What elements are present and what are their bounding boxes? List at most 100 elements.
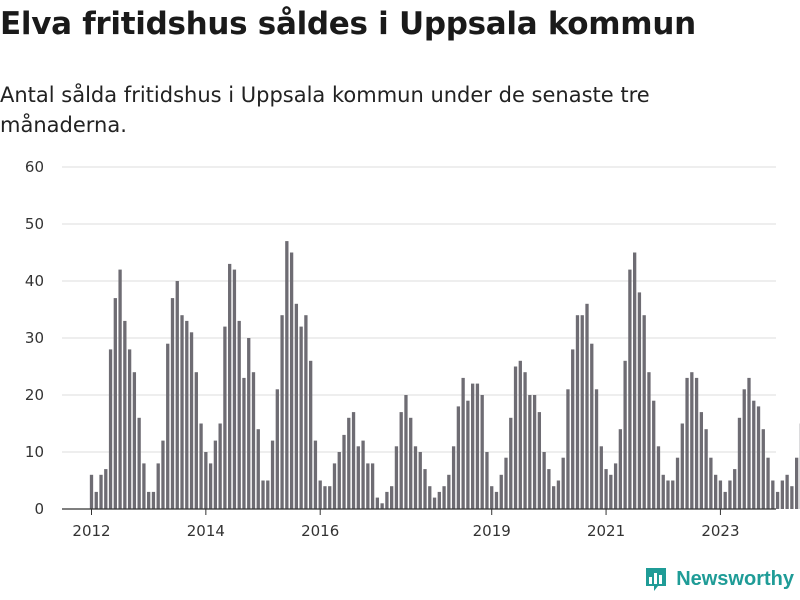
bar-2018-11 [480,395,484,509]
bar-2023-06 [742,389,746,509]
bar-2019-06 [513,366,518,509]
bar-2013-12 [199,423,203,509]
x-tick-label-2021: 2021 [587,522,625,540]
bar-2012-08 [123,320,127,509]
bar-2013-06 [170,298,175,509]
bar-2014-02 [208,463,213,509]
x-axis-ticks: 2012201420162019202120232025 [72,509,740,540]
bar-2017-05 [394,446,399,509]
bar-2012-11 [137,417,141,509]
bar-2020-02 [552,486,556,509]
bar-2018-06 [456,406,461,509]
bar-2015-10 [304,315,308,509]
bar-2018-01 [432,497,437,509]
bar-2019-08 [523,372,527,509]
bar-2018-08 [466,400,470,509]
bar-2022-05 [680,423,684,509]
bar-2018-12 [485,452,489,509]
bar-2022-08 [694,377,699,509]
bar-2016-05 [337,452,341,509]
bar-2021-03 [613,463,618,509]
bar-2023-10 [761,429,765,509]
bar-2017-12 [428,486,432,509]
bar-2023-02 [723,491,727,509]
bar-2015-02 [266,480,270,509]
bar-2022-04 [675,457,680,509]
bar-2024-02 [780,480,784,509]
bar-2024-04 [790,486,794,509]
bar-2016-04 [332,463,337,509]
x-tick-label-2023: 2023 [701,522,739,540]
bar-2018-07 [461,377,465,509]
bar-2013-07 [175,281,179,509]
bar-chart: 0 10 20 30 40 50 60 2012 2014 2016 2019 2021 2023 20… [25,158,800,540]
bar-2017-03 [385,491,389,509]
bar-2015-12 [313,440,318,509]
bar-2012-04 [104,469,108,509]
y-tick-label-10: 10 [25,443,44,461]
bar-2016-11 [366,463,370,509]
x-tick-label-2012: 2012 [72,522,110,540]
bar-2017-06 [399,412,403,509]
bar-2020-05 [566,389,570,509]
bar-2019-04 [504,457,508,509]
bar-2024-03 [785,474,789,509]
bar-2013-10 [189,332,194,509]
bar-2016-09 [356,446,360,509]
bar-2018-04 [447,474,451,509]
bar-2021-04 [618,429,623,509]
bar-2023-09 [756,406,761,509]
bar-2021-06 [628,269,632,509]
bar-2014-01 [204,452,208,509]
y-tick-label-60: 60 [25,158,44,176]
bars [89,241,800,509]
bar-2015-06 [285,241,289,509]
bar-2022-07 [690,372,694,509]
chart-title: Elva fritidshus såldes i Uppsala kommun [0,6,696,42]
bar-2012-10 [132,372,137,509]
bar-2021-10 [647,372,651,509]
bar-2012-05 [108,349,113,509]
bar-2013-09 [185,320,189,509]
bar-2019-02 [494,491,499,509]
bar-2012-09 [127,349,132,509]
bar-2021-01 [604,469,608,509]
bar-2023-12 [771,480,775,509]
bar-2015-07 [289,252,294,509]
bar-2023-07 [747,377,751,509]
bar-2022-02 [666,480,670,509]
bar-2013-11 [194,372,198,509]
bar-2013-01 [147,491,151,509]
bar-2012-03 [99,474,103,509]
bar-2022-03 [671,480,675,509]
bar-2019-01 [490,486,494,509]
bar-2016-10 [361,440,365,509]
bar-2018-10 [475,383,480,509]
bar-2017-01 [375,497,380,509]
y-tick-label-30: 30 [25,329,44,347]
y-tick-label-50: 50 [25,215,44,233]
bar-2019-10 [532,395,537,509]
bar-2021-09 [642,315,646,509]
bar-2016-01 [318,480,322,509]
bar-2017-10 [418,452,422,509]
bar-2016-12 [370,463,375,509]
bar-2015-11 [309,360,313,509]
bar-2013-05 [166,343,170,509]
bar-2021-12 [656,446,661,509]
bar-2023-03 [728,480,732,509]
bar-2017-09 [413,446,418,509]
bar-2014-10 [247,338,251,509]
bar-2017-11 [423,469,427,509]
bar-2016-02 [323,486,327,509]
bar-2020-07 [575,315,580,509]
bar-2015-01 [261,480,265,509]
bar-2023-04 [733,469,737,509]
bar-2021-07 [633,252,637,509]
bar-2020-12 [599,446,603,509]
bar-2019-11 [537,412,542,509]
bar-2017-02 [380,503,384,509]
bar-2019-05 [509,417,513,509]
bar-2020-10 [590,343,594,509]
bar-2013-02 [151,491,156,509]
